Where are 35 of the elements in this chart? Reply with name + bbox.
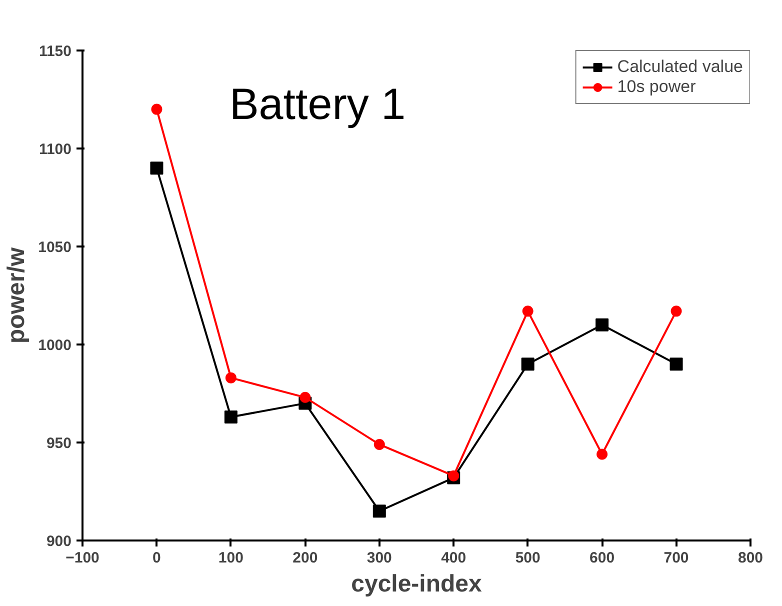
point	[151, 104, 162, 115]
point	[372, 504, 386, 518]
point	[150, 162, 164, 175]
x-axis-title: cycle-index	[351, 570, 483, 598]
point	[448, 470, 460, 482]
point	[521, 358, 534, 371]
point	[670, 358, 683, 371]
point	[224, 410, 238, 424]
x-tick-label: 400	[441, 550, 466, 566]
point	[522, 306, 534, 317]
y-axis-title: power/w	[3, 247, 30, 344]
point	[596, 318, 609, 332]
point	[596, 448, 608, 460]
x-tick-label: 600	[590, 550, 615, 566]
y-tick-label: 950	[46, 435, 72, 452]
y-tick-label: 900	[46, 533, 72, 550]
y-tick-label: 1150	[38, 43, 72, 60]
x-tick-label: 700	[664, 550, 689, 566]
point	[374, 438, 385, 450]
point	[300, 392, 311, 403]
x-tick-label: 300	[366, 550, 392, 566]
x-tick-label: 200	[292, 550, 318, 566]
legend-label: Calculated value	[617, 57, 743, 77]
x-tick-label: 100	[218, 550, 244, 566]
legend-label: 10s power	[617, 77, 696, 97]
annotation: Battery 1	[229, 80, 406, 129]
point	[225, 372, 236, 384]
x-tick-label: 800	[738, 550, 764, 566]
point	[670, 306, 682, 317]
x-tick-label: 500	[515, 550, 540, 566]
y-tick-label: 1000	[38, 337, 72, 354]
x-tick-label: −100	[66, 550, 100, 566]
y-tick-label: 1100	[38, 141, 72, 158]
x-tick-label: 0	[152, 550, 161, 566]
y-tick-label: 1050	[38, 239, 72, 256]
